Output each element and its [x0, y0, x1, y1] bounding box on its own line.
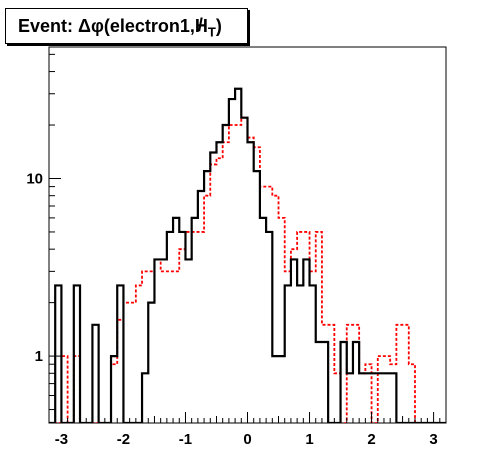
- chart-title-prefix: Event: Δφ(electron1,: [18, 16, 195, 36]
- met-subscript: T: [207, 24, 216, 40]
- x-tick-label: 0: [243, 431, 251, 448]
- x-tick-label: -1: [179, 431, 192, 448]
- y-tick-label: 1: [35, 348, 43, 365]
- series-black-step: [49, 87, 446, 423]
- chart-title: Event: Δφ(electron1,H / T): [18, 15, 222, 40]
- met-slash: /: [197, 15, 203, 35]
- x-tick-label: 1: [305, 431, 313, 448]
- met-symbol-letter: H: [194, 16, 208, 36]
- series-red-step: [49, 116, 446, 423]
- met-symbol: H /: [194, 15, 208, 37]
- x-tick-label: 2: [367, 431, 375, 448]
- x-tick-label: -2: [117, 431, 130, 448]
- chart-title-suffix: ): [215, 16, 222, 36]
- x-tick-label: 3: [429, 431, 437, 448]
- axis-layer: -3 -2 -1 0 1 2 3 1 10: [26, 53, 447, 448]
- chart-title-box: Event: Δφ(electron1,H / T): [5, 8, 248, 44]
- y-tick-label: 10: [26, 170, 43, 187]
- x-tick-label: -3: [55, 431, 68, 448]
- plot-frame: [48, 46, 447, 424]
- series-layer: [49, 87, 446, 423]
